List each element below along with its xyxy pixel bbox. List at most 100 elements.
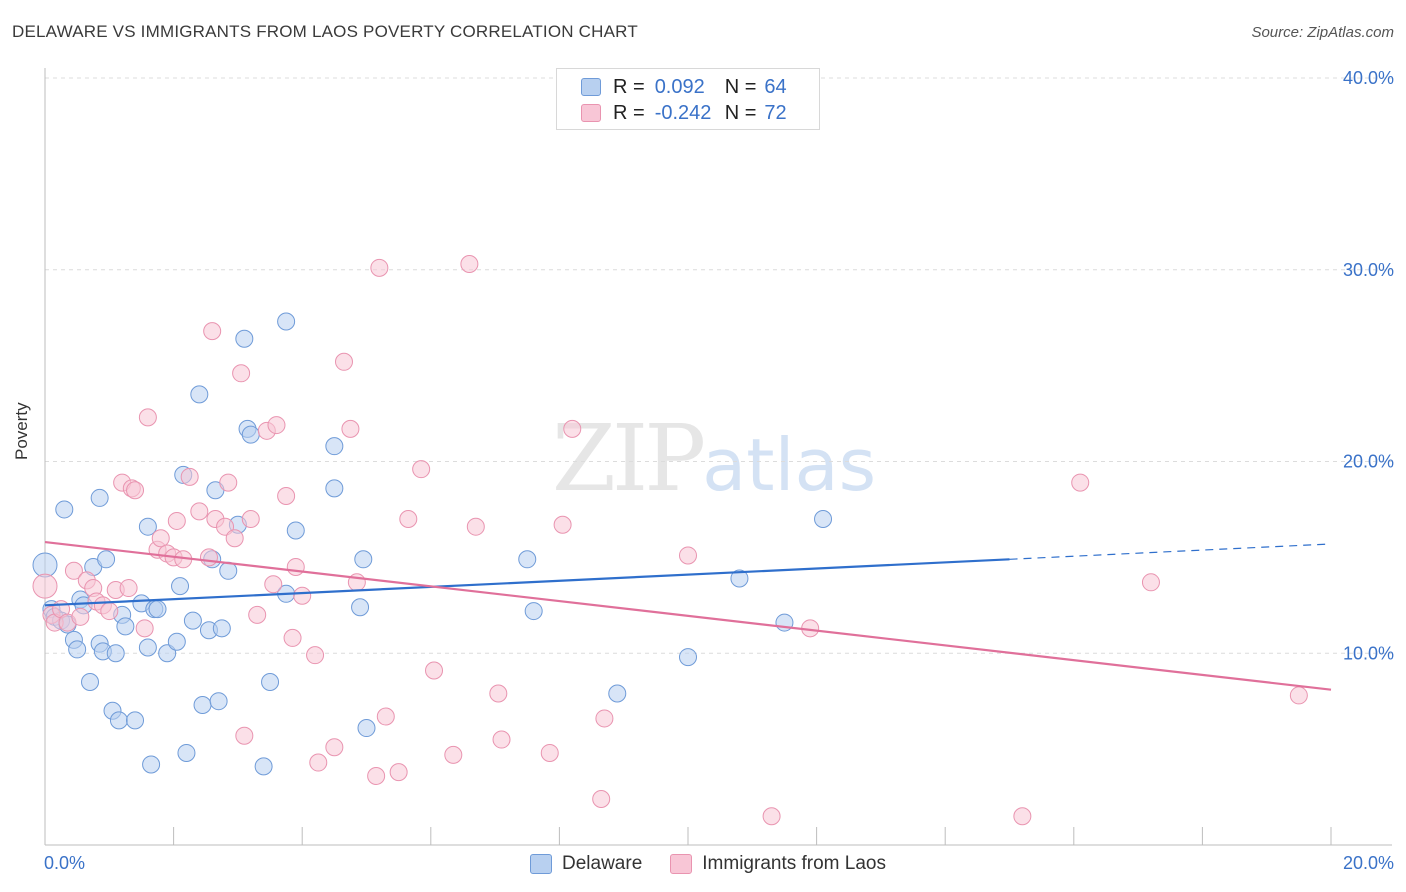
legend-item-laos[interactable]: Immigrants from Laos — [670, 853, 886, 875]
delaware-point — [679, 648, 697, 667]
laos-point — [219, 473, 238, 492]
laos-point — [293, 586, 312, 605]
laos-point — [309, 753, 328, 772]
delaware-point — [90, 488, 109, 507]
delaware-point — [209, 692, 228, 711]
source-label[interactable]: Source: ZipAtlas.com — [1251, 24, 1394, 41]
delaware-point — [177, 743, 196, 762]
laos-point — [762, 807, 781, 826]
laos-point — [167, 511, 186, 530]
delaware-point — [325, 479, 344, 498]
laos-point — [563, 419, 582, 438]
laos-point — [592, 789, 611, 808]
laos-point — [32, 573, 58, 599]
delaware-point — [138, 517, 157, 536]
legend-delaware-label: Delaware — [562, 853, 643, 874]
legend-laos-r: -0.242 — [654, 101, 712, 124]
laos-point — [553, 515, 572, 534]
delaware-point — [97, 550, 116, 569]
laos-point — [399, 510, 418, 529]
watermark-logo: ZIPatlas — [552, 405, 876, 512]
y-tick-label: 30.0% — [1343, 260, 1394, 280]
delaware-point — [351, 598, 370, 617]
y-tick-label: 10.0% — [1343, 643, 1394, 663]
delaware-point — [183, 611, 202, 630]
laos-point — [190, 502, 209, 521]
laos-point — [248, 605, 267, 624]
y-tick-label: 40.0% — [1343, 68, 1394, 88]
delaware-point — [354, 550, 373, 569]
delaware-point — [254, 757, 273, 776]
laos-point — [1141, 573, 1160, 592]
laos-point — [126, 481, 145, 500]
laos-point — [489, 684, 508, 703]
delaware-point — [357, 719, 376, 738]
delaware-point — [241, 425, 260, 444]
laos-point — [325, 738, 344, 757]
legend-r-label: R = — [613, 101, 645, 124]
correlation-legend: R = 0.092 N = 64 R = -0.242 N = 72 — [556, 68, 820, 130]
legend-r-label: R = — [613, 75, 645, 98]
delaware-point — [158, 644, 177, 663]
delaware-point — [325, 437, 344, 456]
laos-trend-line — [44, 540, 1332, 691]
delaware-point — [167, 632, 186, 651]
delaware-point — [235, 329, 254, 348]
delaware-swatch — [530, 854, 552, 874]
laos-point — [412, 460, 431, 479]
laos-point — [283, 628, 302, 647]
delaware-swatch — [581, 78, 601, 96]
x-tick-label: 20.0% — [1343, 853, 1394, 873]
laos-point — [466, 517, 485, 536]
delaware-point — [138, 638, 157, 657]
delaware-point — [730, 569, 749, 588]
laos-swatch — [581, 104, 601, 122]
legend-laos-label: Immigrants from Laos — [702, 853, 886, 874]
delaware-point — [286, 521, 305, 540]
laos-point — [376, 707, 395, 726]
delaware-point — [116, 617, 135, 636]
laos-point — [203, 322, 222, 341]
delaware-point — [109, 711, 128, 730]
series-legend: Delaware Immigrants from Laos — [530, 852, 914, 876]
laos-point — [1013, 807, 1032, 826]
delaware-point — [68, 640, 87, 659]
laos-point — [100, 602, 119, 621]
delaware-point — [171, 577, 190, 596]
y-tick-label: 20.0% — [1343, 452, 1394, 472]
legend-n-label: N = — [724, 101, 757, 124]
delaware-point — [608, 684, 627, 703]
laos-point — [267, 416, 286, 435]
x-tick-label: 0.0% — [44, 853, 85, 873]
laos-point — [225, 529, 244, 548]
delaware-point — [148, 600, 167, 619]
laos-point — [277, 487, 296, 506]
legend-laos-n: 72 — [764, 101, 787, 124]
laos-point — [180, 467, 199, 486]
delaware-point — [193, 696, 212, 715]
laos-point — [151, 529, 170, 548]
delaware-point — [81, 673, 100, 692]
laos-point — [1071, 473, 1090, 492]
laos-point — [460, 254, 479, 273]
laos-point — [235, 726, 254, 745]
delaware-point — [518, 550, 537, 569]
delaware-point — [212, 619, 231, 638]
laos-point — [367, 766, 386, 785]
laos-point — [341, 419, 360, 438]
laos-point — [425, 661, 444, 680]
laos-point — [334, 352, 353, 371]
laos-point — [71, 607, 90, 626]
legend-item-delaware[interactable]: Delaware — [530, 853, 642, 875]
laos-point — [64, 561, 83, 580]
delaware-trend-line — [44, 558, 1010, 607]
delaware-point — [524, 602, 543, 621]
laos-point — [264, 575, 283, 594]
delaware-point — [190, 385, 209, 404]
delaware-point — [32, 552, 58, 578]
legend-n-label: N = — [724, 75, 757, 98]
legend-row-laos: R = -0.242 N = 72 — [581, 102, 787, 124]
laos-point — [232, 364, 251, 383]
laos-point — [595, 709, 614, 728]
